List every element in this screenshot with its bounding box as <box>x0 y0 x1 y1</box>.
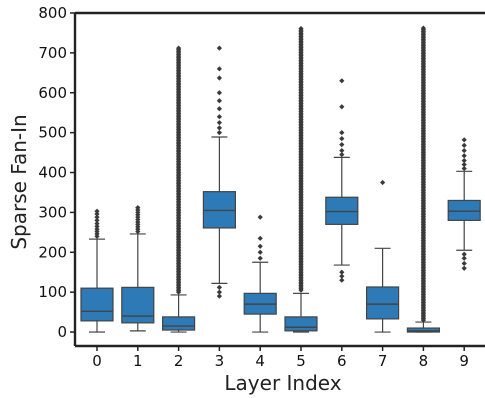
outlier-point <box>216 66 222 72</box>
outlier-point <box>461 157 467 164</box>
outlier-point <box>94 214 100 220</box>
box-layer-5 <box>284 25 318 333</box>
x-tick-label: 3 <box>215 352 225 370</box>
box-iqr <box>80 287 114 322</box>
outlier-point <box>257 249 263 255</box>
box-layer-9 <box>447 137 481 271</box>
outlier-point <box>461 153 467 159</box>
y-tick-label: 0 <box>57 323 67 341</box>
box-layer-2 <box>162 45 196 333</box>
outlier-point <box>216 125 222 131</box>
outlier-point <box>461 251 467 257</box>
outlier-point <box>94 223 100 229</box>
outlier-point <box>94 220 100 227</box>
box-iqr <box>366 286 400 320</box>
y-tick-label: 300 <box>38 203 67 221</box>
y-tick-label: 100 <box>38 283 67 301</box>
outlier-point <box>339 104 345 110</box>
y-axis-ticks: 0 100 200 300 400 500 600 700 800 <box>38 4 75 341</box>
outlier-point <box>135 205 141 211</box>
outlier-point <box>94 211 100 217</box>
outlier-point <box>339 151 345 158</box>
box-layer-7 <box>366 179 400 333</box>
outlier-point <box>176 45 182 51</box>
y-tick-label: 800 <box>38 4 67 22</box>
outlier-point <box>94 217 100 223</box>
outlier-point <box>216 90 222 96</box>
x-tick-label: 6 <box>337 352 347 370</box>
box-iqr <box>406 327 440 333</box>
outlier-point <box>339 142 345 148</box>
x-tick-label: 5 <box>296 352 306 370</box>
outlier-point <box>216 289 222 295</box>
outlier-point <box>216 120 222 126</box>
x-tick-label: 1 <box>133 352 143 370</box>
outlier-point <box>216 98 222 104</box>
box-iqr <box>447 199 481 221</box>
outlier-point <box>461 142 467 149</box>
outlier-point <box>339 147 345 154</box>
x-axis-label: Layer Index <box>224 371 341 395</box>
outlier-point <box>216 293 222 299</box>
box-layer-4 <box>243 214 277 333</box>
outlier-point <box>461 255 467 261</box>
outlier-point <box>216 45 222 51</box>
outlier-point <box>94 226 100 232</box>
x-tick-label: 4 <box>255 352 265 370</box>
box-layer-0 <box>80 208 114 333</box>
outlier-point <box>339 273 345 279</box>
x-tick-label: 2 <box>174 352 184 370</box>
outlier-point <box>339 78 345 84</box>
outlier-point <box>216 106 222 112</box>
x-tick-label: 9 <box>459 352 469 370</box>
box-layer-3 <box>202 45 236 299</box>
y-tick-label: 600 <box>38 84 67 102</box>
outlier-point <box>257 214 263 220</box>
outlier-point <box>461 147 467 154</box>
y-tick-label: 200 <box>38 243 67 261</box>
outlier-point <box>461 137 467 143</box>
outlier-point <box>339 269 345 275</box>
outlier-point <box>94 208 100 214</box>
box-iqr <box>325 196 359 225</box>
x-tick-label: 0 <box>92 352 102 370</box>
outlier-point <box>257 255 263 261</box>
box-iqr <box>162 316 196 331</box>
x-tick-label: 8 <box>419 352 429 370</box>
x-axis-ticks: 0 1 2 3 4 5 6 7 8 9 <box>92 346 469 370</box>
outlier-point <box>339 136 345 142</box>
outlier-point <box>461 165 467 172</box>
y-tick-label: 400 <box>38 164 67 182</box>
outlier-point <box>216 75 222 81</box>
box-iqr <box>284 316 318 332</box>
box-layer-6 <box>325 78 359 283</box>
plot-area <box>80 25 481 333</box>
y-tick-label: 700 <box>38 44 67 62</box>
outlier-point <box>339 130 345 136</box>
outlier-point <box>380 179 386 186</box>
box-layer-1 <box>121 205 155 332</box>
outlier-point <box>461 260 467 267</box>
outlier-point <box>461 161 467 168</box>
box-iqr <box>121 286 155 324</box>
outlier-point <box>257 243 263 249</box>
outlier-point <box>257 235 263 241</box>
outlier-point <box>461 265 467 271</box>
outlier-point <box>216 130 222 136</box>
x-tick-label: 7 <box>378 352 388 370</box>
box-layer-8 <box>406 25 440 333</box>
y-tick-label: 500 <box>38 124 67 142</box>
y-axis-label: Sparse Fan-In <box>7 114 31 249</box>
outlier-point <box>420 25 426 31</box>
outlier-point <box>216 284 222 290</box>
outlier-point <box>339 277 345 283</box>
outlier-point <box>216 114 222 120</box>
outlier-point <box>298 25 304 32</box>
